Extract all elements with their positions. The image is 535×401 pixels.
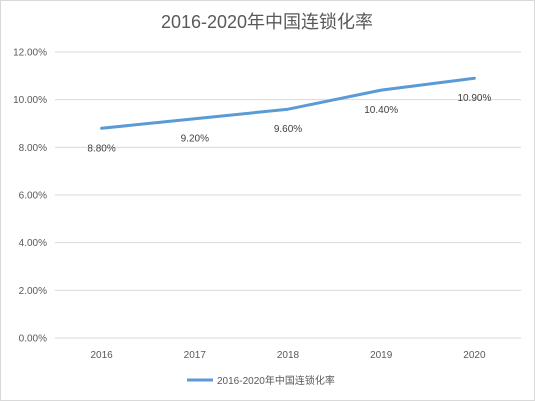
x-tick-label: 2017 [184,350,207,361]
data-label: 10.90% [457,93,491,104]
x-tick-label: 2019 [370,350,393,361]
y-tick-label: 6.00% [19,191,47,202]
legend: 2016-2020年中国连锁化率 [187,374,335,387]
series-lines [100,76,476,130]
chart-title: 2016-2020年中国连锁化率 [161,12,373,32]
y-axis-ticks: 0.00% 2.00% 4.00% 6.00% 8.00% 10.00% 12.00% [13,48,47,345]
legend-label: 2016-2020年中国连锁化率 [217,374,335,387]
y-tick-label: 0.00% [19,334,47,345]
x-tick-label: 2018 [277,350,300,361]
data-label: 10.40% [364,105,398,116]
x-tick-label: 2020 [463,350,486,361]
data-labels: 8.80% 9.20% 9.60% 10.40% 10.90% [87,93,491,154]
y-tick-label: 8.00% [19,143,47,154]
y-tick-label: 12.00% [13,48,47,59]
x-tick-label: 2016 [90,350,113,361]
x-axis-ticks: 2016 2017 2018 2019 2020 [90,350,485,361]
y-tick-label: 10.00% [13,95,47,106]
gridlines [55,51,521,339]
data-label: 9.20% [181,134,209,145]
y-tick-label: 2.00% [19,286,47,297]
y-tick-label: 4.00% [19,238,47,249]
data-label: 9.60% [274,124,302,135]
series-line [100,76,476,130]
data-label: 8.80% [87,143,115,154]
